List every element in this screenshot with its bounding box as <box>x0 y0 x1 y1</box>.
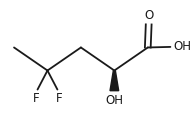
Text: F: F <box>56 92 62 105</box>
Text: O: O <box>144 8 153 22</box>
Polygon shape <box>110 71 119 91</box>
Text: OH: OH <box>173 40 191 53</box>
Text: F: F <box>32 92 39 105</box>
Text: OH: OH <box>105 94 123 107</box>
